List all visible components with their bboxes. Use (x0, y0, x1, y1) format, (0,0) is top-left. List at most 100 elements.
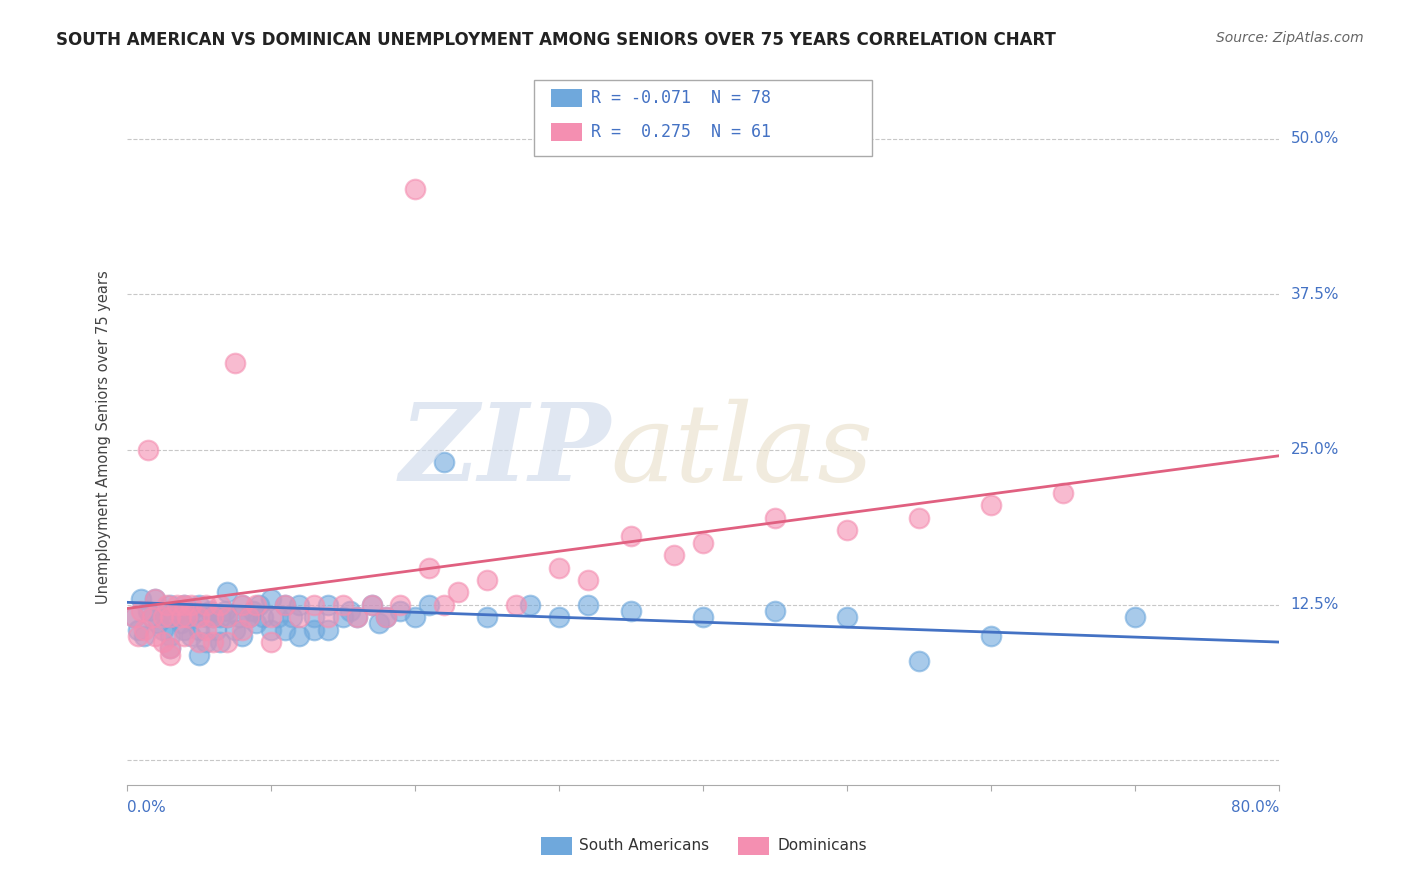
Point (247, 598, 270, 612)
Point (217, 610, 239, 624)
Point (173, 598, 195, 612)
Point (228, 610, 250, 624)
Point (339, 604, 361, 618)
Point (360, 598, 382, 612)
Point (122, 610, 145, 624)
Point (173, 629, 195, 643)
Point (176, 610, 198, 624)
Point (620, 604, 643, 618)
Point (288, 598, 311, 612)
Text: ZIP: ZIP (399, 398, 610, 504)
Point (166, 598, 188, 612)
Point (980, 499, 1002, 513)
Point (152, 604, 174, 618)
Point (170, 610, 193, 624)
Point (202, 610, 225, 624)
Point (475, 573, 498, 587)
Point (242, 604, 264, 618)
Point (360, 598, 382, 612)
Text: Source: ZipAtlas.com: Source: ZipAtlas.com (1216, 31, 1364, 45)
Point (692, 535, 714, 549)
Point (152, 610, 174, 624)
Point (288, 629, 311, 643)
Point (404, 181, 426, 195)
Point (159, 610, 181, 624)
Point (835, 523, 858, 537)
Point (194, 610, 217, 624)
Point (129, 591, 152, 606)
Point (231, 629, 253, 643)
Point (259, 591, 281, 606)
Point (198, 604, 221, 618)
Point (209, 598, 232, 612)
Point (346, 610, 368, 624)
Point (194, 635, 217, 649)
Point (302, 623, 325, 637)
Point (166, 604, 188, 618)
Point (274, 623, 297, 637)
Point (136, 604, 159, 618)
Point (152, 635, 174, 649)
Point (238, 610, 260, 624)
Point (132, 629, 155, 643)
Point (908, 511, 931, 525)
Point (163, 610, 186, 624)
Point (194, 623, 217, 637)
Point (141, 610, 163, 624)
Point (152, 623, 174, 637)
Point (980, 629, 1002, 643)
Point (763, 511, 786, 525)
Point (176, 610, 198, 624)
Text: 80.0%: 80.0% (1232, 800, 1279, 814)
Point (159, 629, 181, 643)
Point (288, 610, 311, 624)
Point (259, 610, 281, 624)
Point (122, 610, 145, 624)
Point (505, 598, 527, 612)
Point (548, 610, 571, 624)
Text: SOUTH AMERICAN VS DOMINICAN UNEMPLOYMENT AMONG SENIORS OVER 75 YEARS CORRELATION: SOUTH AMERICAN VS DOMINICAN UNEMPLOYMENT… (56, 31, 1056, 49)
Point (127, 629, 149, 643)
Point (194, 598, 217, 612)
Point (418, 598, 440, 612)
Text: 50.0%: 50.0% (1291, 131, 1339, 146)
Point (274, 598, 297, 612)
Point (519, 598, 541, 612)
Text: South Americans: South Americans (579, 838, 710, 853)
Point (692, 610, 714, 624)
Point (173, 598, 195, 612)
Point (187, 623, 209, 637)
Point (127, 623, 149, 637)
Point (148, 616, 170, 631)
Point (374, 610, 398, 624)
Point (141, 610, 163, 624)
Point (259, 635, 281, 649)
Point (318, 610, 340, 624)
Point (908, 654, 931, 668)
Point (367, 616, 389, 631)
Point (132, 623, 155, 637)
Text: 37.5%: 37.5% (1291, 286, 1339, 301)
Point (302, 598, 325, 612)
Point (136, 442, 159, 457)
Point (835, 610, 858, 624)
Point (245, 616, 267, 631)
Point (187, 648, 209, 662)
Point (245, 598, 267, 612)
Point (145, 591, 166, 606)
Text: 0.0%: 0.0% (127, 800, 166, 814)
Point (156, 598, 179, 612)
Point (318, 623, 340, 637)
Point (664, 548, 686, 562)
Text: 12.5%: 12.5% (1291, 598, 1339, 612)
Point (180, 598, 202, 612)
Point (202, 610, 225, 624)
Point (202, 635, 225, 649)
Point (389, 598, 412, 612)
Point (205, 623, 228, 637)
Point (209, 610, 232, 624)
Point (224, 355, 246, 369)
Point (576, 598, 599, 612)
Point (170, 616, 193, 631)
Point (274, 598, 297, 612)
